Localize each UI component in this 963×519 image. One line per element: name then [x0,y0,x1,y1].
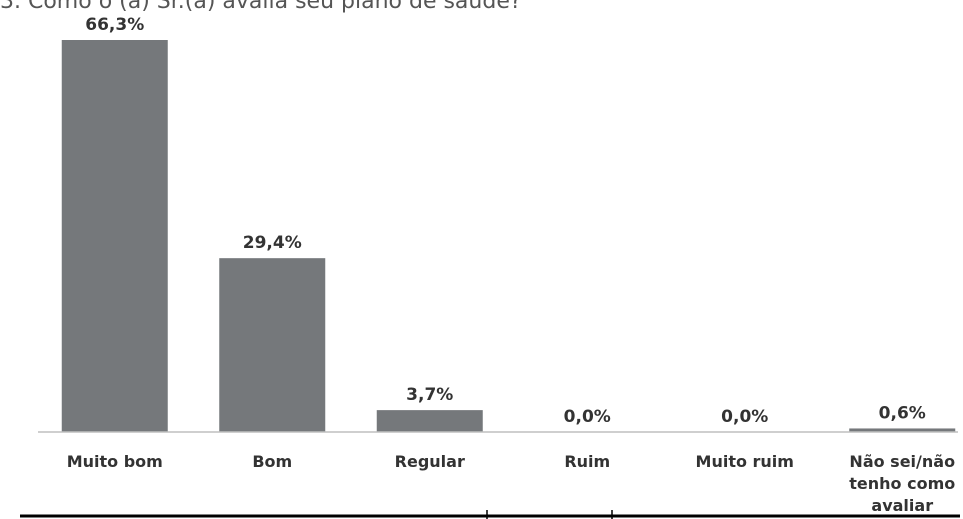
value-label: 29,4% [243,233,302,253]
bars-group [61,40,956,432]
category-label: Muito bom [67,452,163,471]
category-label: tenho como [849,474,955,493]
bar-1 [219,258,326,432]
bar-0 [61,40,168,432]
category-label: Não sei/não [849,452,955,471]
category-label: Ruim [564,452,610,471]
value-label: 0,0% [564,407,611,427]
chart-title: 3. Como o (a) Sr.(a) avalia seu plano de… [0,0,522,14]
value-label: 0,0% [721,407,768,427]
bar-5 [849,428,956,432]
value-label: 0,6% [879,403,926,423]
category-label: Muito ruim [696,452,794,471]
bar-2 [376,410,483,432]
value-label: 3,7% [406,385,453,405]
value-label: 66,3% [85,15,144,35]
table-border-bottom [20,510,960,519]
value-labels-group: 66,3% 29,4% 3,7% 0,0% 0,0% 0,6% [85,15,926,427]
category-label: Bom [252,452,292,471]
category-labels-group: Muito bom Bom Regular Ruim Muito ruim Não sei… [67,452,956,515]
category-label: avaliar [871,496,933,515]
category-label: Regular [395,452,465,471]
